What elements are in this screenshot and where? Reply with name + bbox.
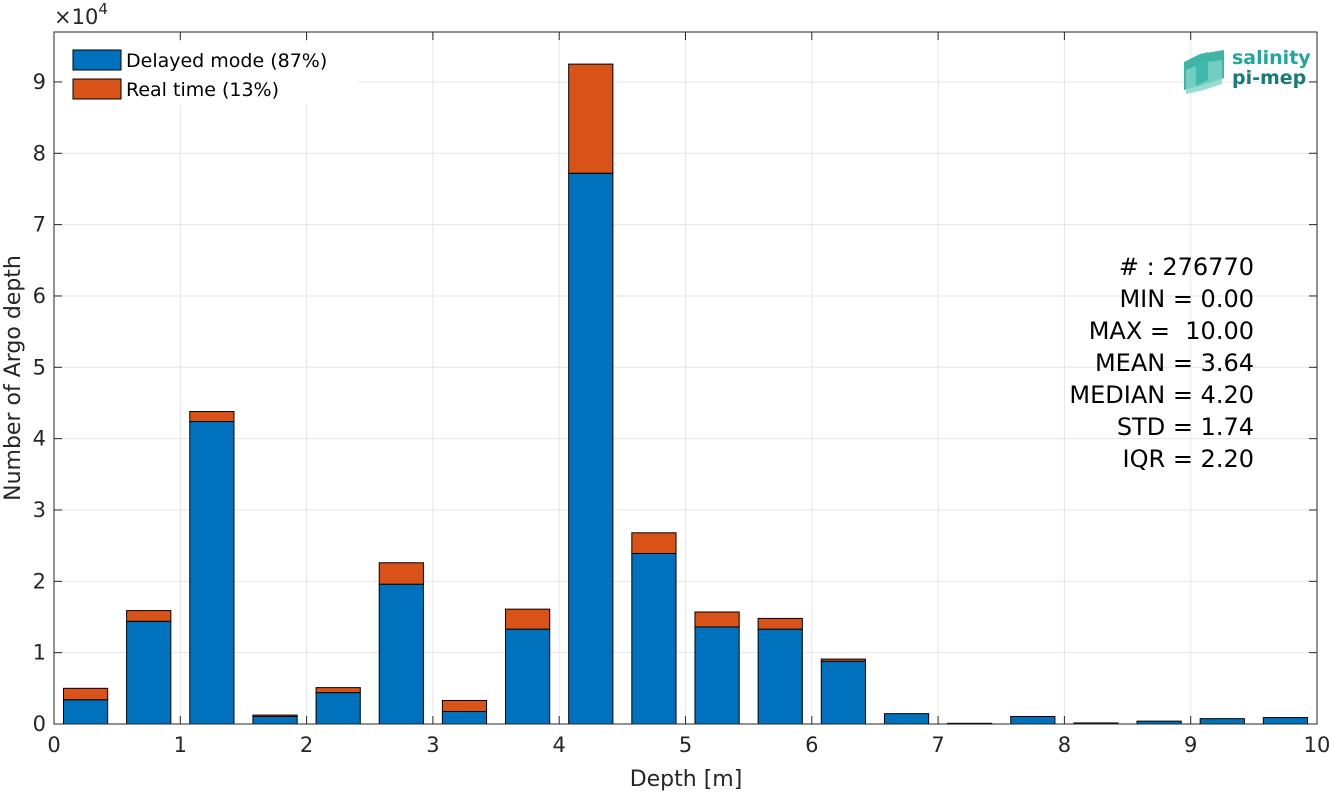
y-tick-label: 3	[33, 498, 46, 522]
bar-delayed	[883, 713, 930, 725]
bar-delayed	[1262, 717, 1309, 725]
bar-realtime	[505, 608, 551, 630]
x-axis-label: Depth [m]	[630, 767, 743, 792]
bars	[62, 63, 1309, 725]
bar-realtime	[315, 687, 361, 694]
logo-text-salinity: salinity	[1232, 47, 1311, 69]
legend-swatch-delayed	[72, 49, 122, 71]
x-tick-label: 1	[174, 733, 187, 757]
x-tick-label: 2	[300, 733, 313, 757]
bar-delayed	[378, 583, 424, 725]
y-tick-label: 6	[33, 284, 46, 308]
y-tick-label: 9	[33, 70, 46, 94]
bar-delayed	[1010, 716, 1056, 725]
bar-realtime	[126, 610, 172, 622]
stat-line: IQR = 2.20	[1123, 445, 1254, 473]
x-tick-label: 7	[931, 733, 944, 757]
bar-delayed	[757, 628, 803, 725]
legend-label-delayed: Delayed mode (87%)	[126, 50, 327, 72]
grid-lines	[53, 32, 1318, 725]
bar-delayed	[505, 628, 551, 725]
legend: Delayed mode (87%) Real time (13%)	[65, 42, 359, 106]
y-tick-label: 5	[33, 355, 46, 379]
bar-realtime	[631, 532, 677, 554]
bar-realtime	[820, 658, 866, 662]
x-tick-label: 6	[805, 733, 818, 757]
legend-label-realtime: Real time (13%)	[126, 79, 279, 101]
y-tick-label: 1	[33, 641, 46, 665]
stat-line: MIN = 0.00	[1119, 285, 1254, 313]
bar-delayed	[1199, 718, 1245, 725]
salinity-pimep-logo: salinity pi-mep	[1184, 47, 1311, 94]
legend-swatch-realtime	[72, 78, 122, 100]
bar-delayed	[189, 421, 235, 725]
logo-mark-icon	[1184, 50, 1224, 94]
y-tick-label: 7	[33, 213, 46, 237]
y-axis-label: Number of Argo depth	[1, 255, 26, 501]
stats-annotation: # : 276770 MIN = 0.00 MAX = 10.00 MEAN = 3.…	[1069, 253, 1254, 473]
bar-delayed	[252, 716, 298, 725]
logo-text-pimep: pi-mep	[1232, 67, 1306, 89]
bar-delayed	[631, 552, 677, 725]
stat-line: STD = 1.74	[1117, 413, 1254, 441]
y-tick-label: 4	[33, 427, 46, 451]
x-tick-label: 0	[47, 733, 60, 757]
bar-delayed	[820, 660, 866, 725]
stat-line: MEDIAN = 4.20	[1069, 381, 1254, 409]
y-exponent-label: ×104	[54, 0, 108, 29]
bar-delayed	[568, 172, 614, 725]
bar-realtime	[252, 714, 298, 718]
stat-line: # : 276770	[1119, 253, 1254, 281]
y-tick-label: 0	[33, 712, 46, 736]
bar-realtime	[189, 411, 235, 423]
y-tick-label: 2	[33, 569, 46, 593]
bar-realtime	[757, 617, 803, 630]
bar-delayed	[315, 692, 361, 725]
bar-delayed	[62, 699, 109, 725]
stat-line: MAX = 10.00	[1089, 317, 1254, 345]
x-tick-label: 4	[553, 733, 566, 757]
y-tick-label: 8	[33, 141, 46, 165]
stat-line: MEAN = 3.64	[1095, 349, 1254, 377]
bar-delayed	[126, 620, 172, 725]
bar-realtime	[441, 699, 488, 713]
bar-realtime	[694, 611, 740, 628]
x-tick-label: 10	[1304, 733, 1331, 757]
bar-realtime	[378, 562, 424, 585]
bar-delayed	[694, 626, 740, 725]
x-tick-label: 8	[1058, 733, 1071, 757]
ticks: 0 1 2 3 4 5 6 7 8 9 10 0 1 2 3 4 5 6 7 8 9	[33, 32, 1331, 757]
x-tick-label: 5	[679, 733, 692, 757]
x-tick-label: 3	[426, 733, 439, 757]
bar-delayed	[441, 711, 488, 725]
bar-realtime	[62, 687, 109, 701]
x-tick-label: 9	[1184, 733, 1197, 757]
bar-realtime	[568, 63, 614, 174]
